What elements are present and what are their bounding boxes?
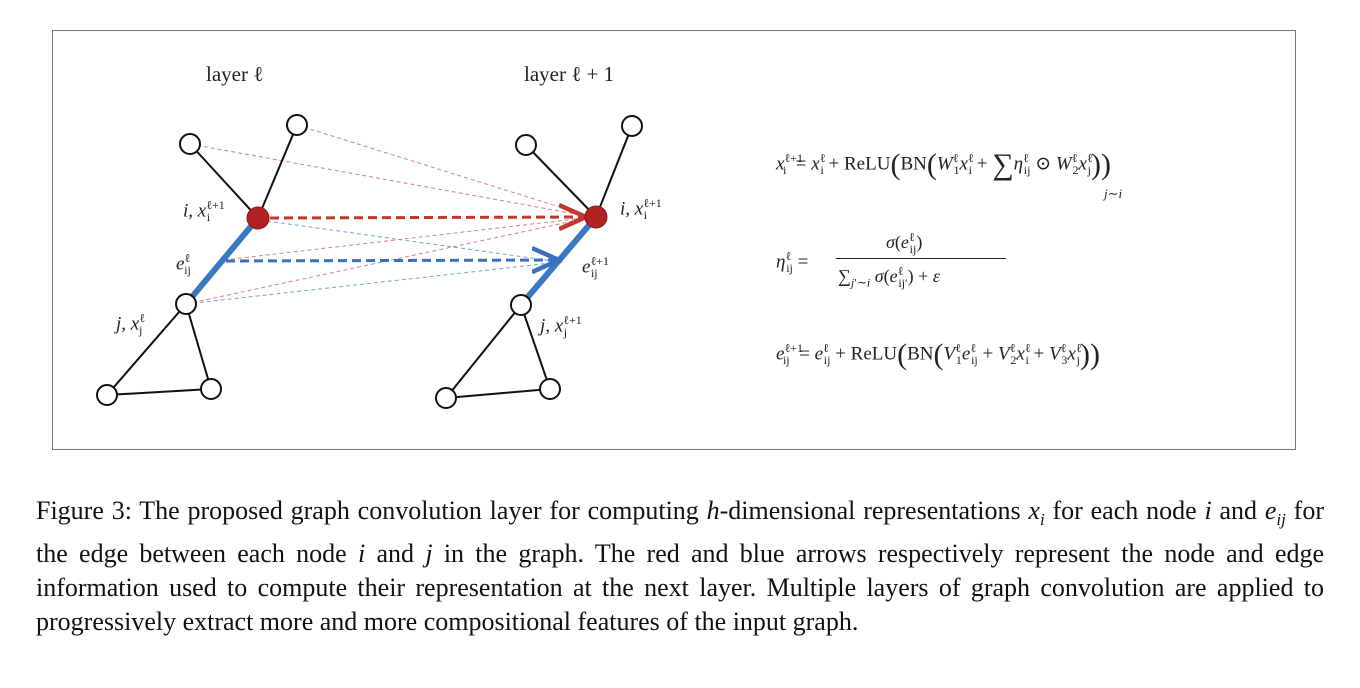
left-edge-eij [183, 216, 261, 306]
edge-right-label: eℓ+1ij [582, 254, 609, 281]
left-graph [106, 124, 298, 396]
node-j-right-label: j, xℓ+1j [540, 313, 582, 340]
blue-edge-arrow [225, 260, 556, 261]
right-graph [445, 125, 633, 399]
graph-nodes [96, 114, 643, 409]
layer-l1-label: layer ℓ + 1 [524, 62, 615, 86]
left-node-i [246, 206, 270, 230]
equation-eta-numerator: σ(eℓij) [886, 230, 923, 256]
equation-eta-denominator: ∑j′∼i σ(eℓij′) + ε [838, 264, 940, 290]
red-node-arrow [269, 217, 583, 218]
equation-sum-index: j∼i [1104, 186, 1123, 201]
thin-red-arrows [185, 124, 593, 305]
figure-frame [52, 30, 1296, 450]
edge-left-label: eℓij [176, 251, 191, 278]
right-node-i [584, 205, 608, 229]
layer-l-label: layer ℓ [206, 62, 264, 86]
equation-eta-lhs: ηℓij = [776, 249, 809, 276]
node-i-right-label: i, xℓ+1i [620, 196, 662, 223]
node-j-left-label: j, xℓj [116, 311, 145, 338]
figure-caption: Figure 3: The proposed graph convolution… [36, 496, 1325, 637]
node-i-left-label: i, xℓ+1i [183, 198, 225, 225]
equation-eta-fraction-bar [836, 258, 1006, 259]
equation-edge-update: eℓ+1ij = eℓij + ReLU(BN(Vℓ1eℓij + Vℓ2xℓi… [776, 338, 1100, 371]
graph-diagram [96, 114, 643, 409]
equation-node-update: xℓ+1i = xℓi + ReLU(BN(Wℓ1xℓi + ∑ηℓij ⊙ W… [776, 148, 1111, 181]
thin-blue-arrows [185, 219, 560, 305]
